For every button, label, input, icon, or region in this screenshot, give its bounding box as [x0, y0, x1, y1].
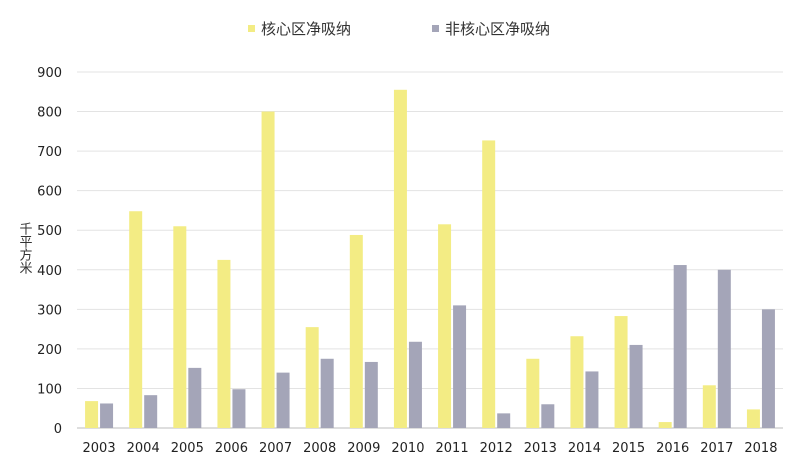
bar-core-2009	[349, 234, 363, 428]
bars	[85, 89, 775, 429]
x-tick-label: 2017	[700, 441, 733, 456]
y-tick-label: 500	[37, 224, 62, 239]
bar-core-2007	[261, 111, 275, 429]
x-tick-label: 2015	[612, 441, 645, 456]
y-tick-label: 100	[37, 382, 62, 397]
bar-noncore-2015	[629, 344, 643, 428]
y-tick-label: 900	[37, 66, 62, 81]
x-tick-label: 2014	[568, 441, 601, 456]
bar-core-2010	[393, 89, 407, 429]
x-tick-label: 2005	[171, 441, 204, 456]
y-tick-label: 700	[37, 145, 62, 160]
legend-label: 核心区净吸纳	[261, 20, 351, 38]
bar-noncore-2007	[276, 372, 290, 428]
y-tick-label: 0	[54, 422, 62, 437]
bar-core-2015	[614, 316, 628, 428]
x-axis-ticks: 2003 2004 2005 2006 2007 2008 2009 2010 2011 2012…	[83, 441, 778, 456]
bar-core-2016	[658, 422, 672, 428]
bar-core-2012	[482, 140, 496, 429]
x-tick-label: 2006	[215, 441, 248, 456]
bar-core-2004	[129, 211, 143, 428]
legend-swatch	[432, 25, 439, 32]
bar-core-2008	[305, 327, 319, 428]
bar-noncore-2005	[188, 367, 202, 428]
x-tick-label: 2011	[436, 441, 469, 456]
bar-noncore-2006	[232, 389, 246, 428]
y-axis-label: 千平方米	[17, 222, 33, 274]
bar-noncore-2004	[144, 395, 158, 428]
bar-core-2017	[702, 385, 716, 428]
y-tick-label: 300	[37, 303, 62, 318]
bar-noncore-2017	[717, 269, 731, 428]
bar-noncore-2008	[320, 358, 334, 428]
y-tick-label: 400	[37, 264, 62, 279]
bar-noncore-2011	[453, 305, 467, 428]
bar-core-2013	[526, 358, 540, 428]
y-tick-label: 800	[37, 106, 62, 121]
x-tick-label: 2013	[524, 441, 557, 456]
y-axis-ticks: 0 100 200 300 400 500 600 700 800 900	[37, 66, 62, 437]
bar-noncore-2014	[585, 371, 599, 428]
x-tick-label: 2003	[83, 441, 116, 456]
bar-noncore-2010	[408, 341, 422, 428]
legend: 核心区净吸纳 非核心区净吸纳	[248, 20, 550, 38]
bar-core-2003	[85, 401, 99, 428]
bar-noncore-2016	[673, 265, 687, 428]
x-tick-label: 2008	[303, 441, 336, 456]
bar-noncore-2018	[761, 309, 775, 428]
x-tick-label: 2018	[744, 441, 777, 456]
bar-core-2005	[173, 226, 187, 428]
bar-core-2006	[217, 259, 231, 428]
bar-noncore-2009	[364, 361, 378, 428]
y-tick-label: 200	[37, 343, 62, 358]
legend-swatch	[248, 25, 255, 32]
x-tick-label: 2016	[656, 441, 689, 456]
bar-noncore-2013	[541, 404, 555, 428]
x-tick-label: 2009	[347, 441, 380, 456]
y-tick-label: 600	[37, 185, 62, 200]
x-tick-label: 2007	[259, 441, 292, 456]
bar-core-2018	[746, 409, 760, 428]
x-tick-label: 2010	[391, 441, 424, 456]
legend-label: 非核心区净吸纳	[445, 20, 550, 38]
x-tick-label: 2004	[127, 441, 160, 456]
bar-noncore-2003	[100, 403, 114, 428]
x-tick-label: 2012	[480, 441, 513, 456]
bar-noncore-2012	[497, 413, 511, 428]
bar-core-2011	[438, 224, 452, 428]
bar-core-2014	[570, 336, 584, 428]
